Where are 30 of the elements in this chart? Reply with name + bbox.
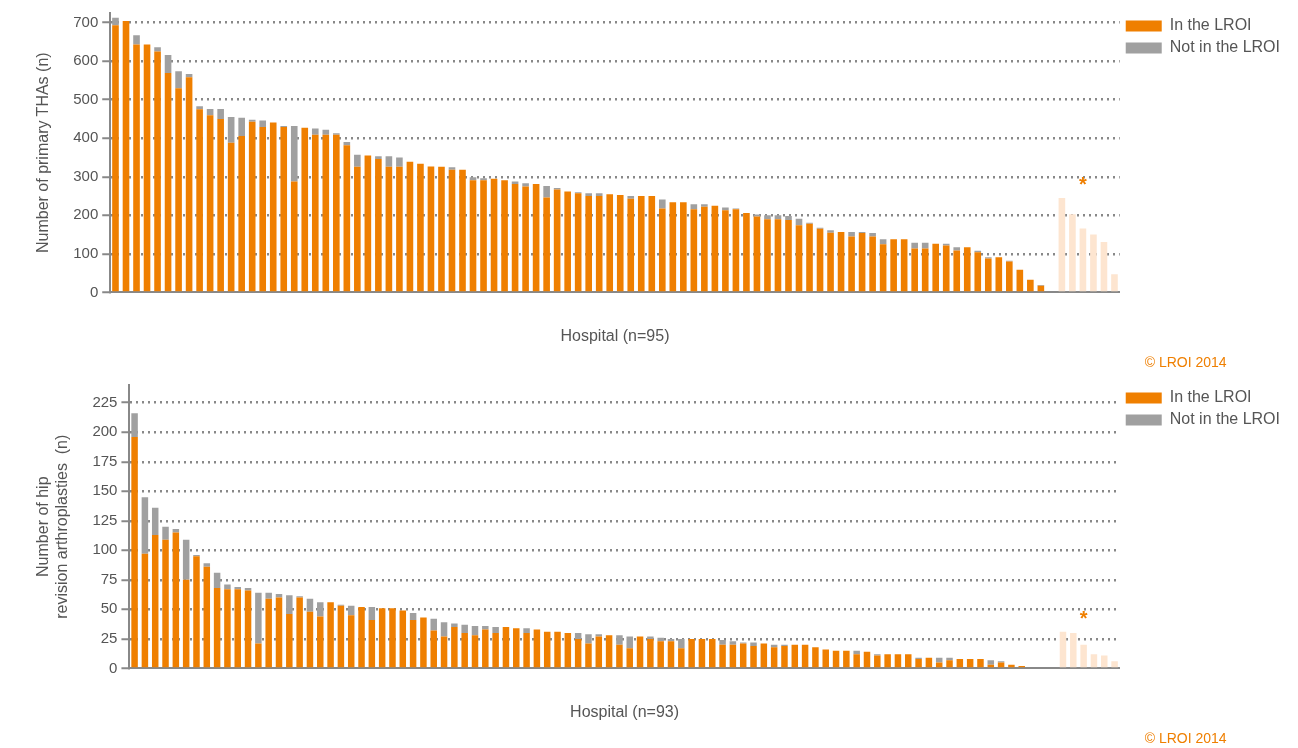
y-tick-label: 0 xyxy=(89,282,99,300)
y-tick-label: 700 xyxy=(73,12,99,30)
y-tick-label: 75 xyxy=(100,569,118,587)
y-tick-label: 200 xyxy=(92,422,118,440)
y-tick-label: 300 xyxy=(73,166,99,184)
y-tick-label: 25 xyxy=(100,629,118,647)
legend-label: Not in the LROI xyxy=(1169,410,1281,428)
y-tick-label: 200 xyxy=(73,205,99,223)
y-axis-title: Number of primary THAs (n) xyxy=(34,52,52,254)
y-tick-label: 600 xyxy=(73,51,99,69)
y-tick-label: 500 xyxy=(73,89,99,107)
text: © LROI 2014 xyxy=(1144,729,1227,746)
y-tick-label: 100 xyxy=(73,244,99,261)
y-tick-label: 50 xyxy=(100,599,118,617)
y-axis-title: Number of hip revision arthroplasties (n) xyxy=(34,434,71,619)
y-tick-label: 0 xyxy=(109,658,118,676)
annotation: * xyxy=(1079,607,1088,630)
y-tick-label: 400 xyxy=(73,128,99,146)
x-axis-title: Hospital (n=95) xyxy=(560,326,670,344)
annotation: * xyxy=(1079,173,1088,196)
text: © LROI 2014 xyxy=(1144,353,1227,370)
legend-label: In the LROI xyxy=(1169,16,1252,34)
legend-label: Not in the LROI xyxy=(1169,38,1281,56)
y-tick-label: 225 xyxy=(92,392,118,410)
x-axis-title: Hospital (n=93) xyxy=(570,702,680,720)
y-tick-label: 125 xyxy=(92,510,118,528)
legend-label: In the LROI xyxy=(1169,388,1252,406)
y-tick-label: 100 xyxy=(92,540,118,558)
y-tick-label: 150 xyxy=(92,481,118,499)
y-tick-label: 175 xyxy=(92,451,118,469)
